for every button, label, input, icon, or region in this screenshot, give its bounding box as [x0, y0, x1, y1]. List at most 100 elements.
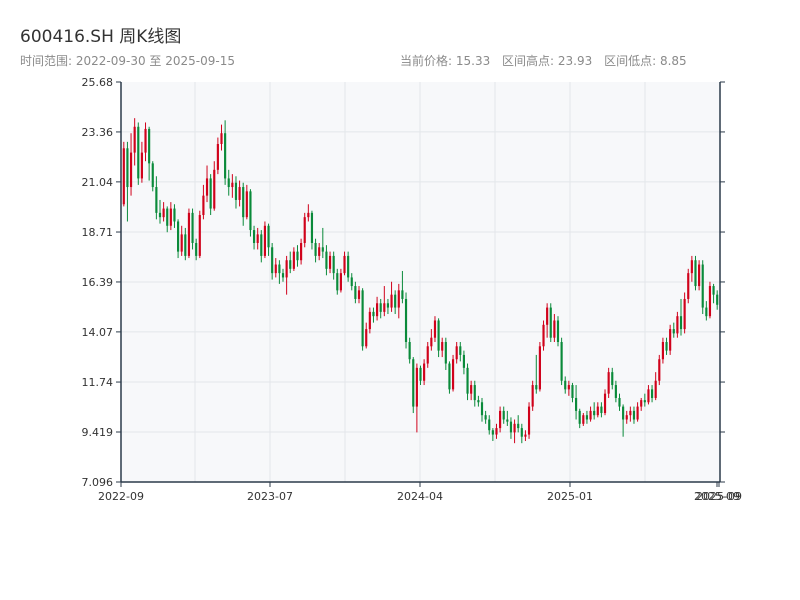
- candle-body: [227, 178, 230, 188]
- candle-body: [643, 400, 646, 403]
- candle-body: [683, 298, 686, 330]
- candle-body: [459, 346, 462, 355]
- candle-body: [375, 303, 379, 317]
- candle-body: [242, 187, 245, 218]
- candle-body: [593, 410, 596, 416]
- candle-body: [600, 406, 603, 414]
- candle-body: [491, 430, 494, 435]
- candle-body: [343, 255, 346, 274]
- y-tick-label: 16.39: [82, 276, 114, 289]
- candle-body: [281, 273, 285, 278]
- candle-body: [151, 163, 154, 188]
- candle-body: [517, 423, 520, 429]
- candle-body: [191, 212, 194, 243]
- candle-body: [679, 316, 683, 330]
- candle-body: [480, 402, 484, 416]
- candle-body: [603, 393, 607, 414]
- candle-body: [502, 410, 505, 420]
- candle-body: [224, 133, 227, 179]
- candle-body: [451, 359, 455, 390]
- candle-body: [560, 342, 563, 381]
- candle-body: [386, 303, 390, 308]
- y-tick-label: 23.36: [82, 126, 114, 139]
- candle-body: [582, 415, 585, 424]
- candle-body: [195, 242, 198, 256]
- candle-body: [564, 380, 567, 390]
- candle-body: [589, 410, 592, 420]
- candle-body: [173, 208, 176, 222]
- x-axis-ticks: 2022-09 2023-07 2024-04 2025-01 2025-092025-…: [98, 482, 742, 503]
- candle-body: [162, 208, 165, 218]
- candle-body: [658, 359, 661, 381]
- candle-body: [640, 400, 643, 407]
- candle-body: [556, 320, 560, 343]
- candle-body: [542, 324, 545, 347]
- candle-body: [166, 208, 169, 226]
- candle-body: [488, 419, 491, 431]
- y-tick-label: 9.419: [82, 426, 114, 439]
- chart-title: 600416.SH 周K线图: [20, 27, 182, 47]
- candle-body: [245, 191, 248, 218]
- candle-body: [596, 406, 599, 416]
- candle-body: [694, 260, 697, 287]
- candle-body: [567, 385, 570, 390]
- candle-body: [527, 406, 531, 435]
- candle-body: [538, 346, 541, 390]
- candle-body: [676, 316, 679, 334]
- x-tick-label: 2022-09: [98, 490, 144, 503]
- candle-body: [404, 298, 408, 343]
- candle-body: [716, 294, 719, 305]
- candle-body: [148, 128, 151, 164]
- candle-body: [578, 410, 581, 424]
- candle-body: [158, 212, 162, 218]
- candle-body: [216, 143, 219, 170]
- x-tick-label: 2025-01: [547, 490, 593, 503]
- candle-body: [140, 152, 143, 179]
- candle-body: [285, 260, 288, 278]
- candle-body: [650, 389, 654, 398]
- candle-body: [155, 187, 158, 213]
- candle-body: [415, 367, 418, 407]
- candle-body: [122, 148, 125, 205]
- candle-body: [647, 389, 650, 403]
- candle-body: [180, 234, 183, 252]
- candle-body: [213, 169, 216, 209]
- candle-body: [433, 320, 437, 338]
- candle-body: [614, 385, 617, 398]
- candle-body: [708, 286, 712, 317]
- candle-body: [687, 273, 690, 299]
- candle-body: [625, 415, 628, 420]
- candle-body: [390, 294, 393, 308]
- candle-body: [220, 133, 223, 144]
- candle-body: [296, 251, 299, 261]
- candle-body: [278, 264, 281, 274]
- candle-body: [263, 225, 267, 256]
- candle-body: [473, 385, 476, 401]
- range-high: 区间高点: 23.93: [502, 54, 593, 68]
- candle-body: [499, 410, 502, 429]
- candle-body: [632, 410, 636, 420]
- y-tick-label: 21.04: [82, 176, 114, 189]
- candle-body: [444, 342, 447, 364]
- candle-body: [187, 212, 191, 256]
- candle-body: [531, 385, 534, 407]
- candle-body: [231, 182, 234, 188]
- candle-body: [495, 428, 498, 435]
- candle-body: [198, 215, 201, 256]
- candle-body: [209, 178, 212, 209]
- candle-body: [441, 342, 444, 351]
- candles: [122, 118, 719, 444]
- candle-body: [137, 126, 140, 179]
- candle-body: [357, 290, 361, 299]
- candle-body: [712, 286, 715, 295]
- price-stats: 当前价格: 15.33 区间高点: 23.93 区间低点: 8.85: [400, 52, 695, 69]
- candle-body: [654, 380, 657, 398]
- candle-body: [310, 212, 314, 243]
- candle-body: [332, 255, 335, 274]
- candle-body: [260, 234, 263, 256]
- candle-body: [256, 234, 259, 243]
- y-tick-label: 18.71: [82, 226, 114, 239]
- candle-body: [397, 290, 400, 308]
- candle-body: [636, 406, 639, 420]
- candle-body: [419, 367, 422, 381]
